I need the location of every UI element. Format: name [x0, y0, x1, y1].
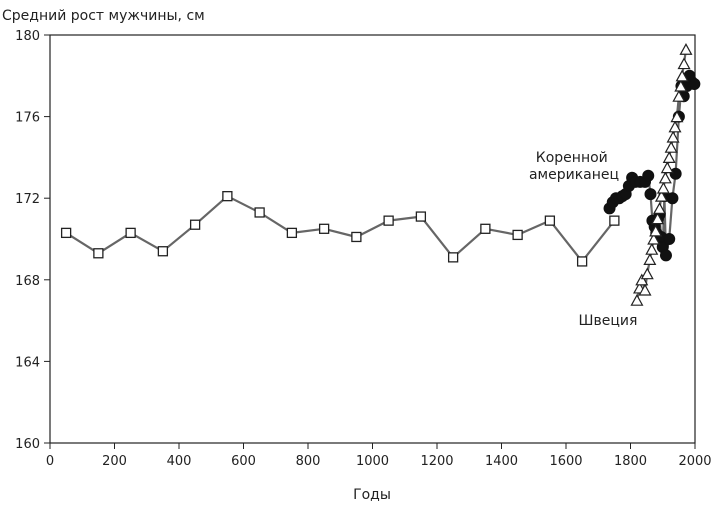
- point-triangle: [677, 57, 691, 70]
- point-circle: [644, 188, 657, 201]
- y-tick-label: 168: [15, 274, 40, 289]
- point-circle: [663, 233, 676, 245]
- point-triangle: [674, 79, 688, 92]
- point-triangle: [679, 43, 693, 55]
- point-triangle: [651, 212, 665, 225]
- point-square: [351, 231, 362, 243]
- annotation-native-american-line-2: американец: [529, 167, 619, 183]
- x-tick-label: 1000: [356, 454, 389, 469]
- point-triangle: [653, 202, 667, 214]
- point-circle: [642, 169, 655, 182]
- point-triangle: [647, 232, 661, 245]
- x-tick-label: 1400: [485, 454, 518, 469]
- point-square: [60, 227, 72, 239]
- point-triangle: [662, 151, 676, 163]
- point-triangle: [630, 293, 644, 306]
- point-square: [125, 227, 136, 239]
- y-tick-label: 176: [15, 111, 40, 126]
- x-tick-label: 0: [46, 454, 54, 469]
- point-triangle: [664, 140, 678, 153]
- point-square: [383, 215, 394, 226]
- point-triangle: [638, 283, 652, 296]
- x-tick-label: 1600: [549, 454, 582, 469]
- point-triangle: [668, 120, 682, 133]
- point-triangle: [645, 242, 659, 255]
- x-tick-label: 1800: [614, 454, 647, 469]
- annotation-native-american-line-1: Коренной: [536, 150, 608, 166]
- point-triangle: [675, 69, 689, 82]
- series-line-0: [65, 195, 616, 263]
- point-circle: [688, 77, 701, 90]
- x-tick-label: 2000: [678, 454, 711, 469]
- point-square: [318, 223, 330, 234]
- plot-frame: [49, 34, 696, 444]
- x-tick-label: 400: [167, 454, 192, 469]
- point-square: [415, 211, 427, 222]
- point-square: [157, 246, 169, 257]
- point-triangle: [672, 89, 686, 102]
- point-square: [576, 256, 588, 267]
- point-square: [447, 252, 459, 263]
- point-square: [512, 229, 523, 241]
- y-axis-title: Средний рост мужчины, см: [2, 8, 205, 24]
- point-triangle: [658, 171, 672, 184]
- x-tick-label: 1200: [420, 454, 453, 469]
- point-square: [609, 215, 620, 226]
- y-tick-label: 160: [15, 437, 40, 452]
- point-triangle: [635, 273, 649, 286]
- point-square: [254, 207, 265, 218]
- point-triangle: [660, 161, 674, 174]
- point-square: [544, 215, 556, 226]
- point-circle: [669, 167, 682, 180]
- point-square: [189, 219, 201, 230]
- annotation-native-american: Коренной американец: [529, 150, 619, 183]
- x-tick-label: 800: [296, 454, 321, 469]
- point-triangle: [649, 224, 663, 237]
- point-triangle: [666, 130, 680, 143]
- annotation-sweden: Швеция: [579, 313, 638, 329]
- y-tick-label: 172: [15, 192, 40, 207]
- x-axis-title: Годы: [353, 487, 391, 503]
- point-square: [286, 227, 298, 239]
- x-tick-label: 200: [102, 454, 127, 469]
- point-square: [480, 223, 491, 234]
- point-triangle: [654, 189, 668, 202]
- point-triangle: [670, 110, 684, 123]
- point-triangle: [656, 181, 670, 194]
- point-circle: [659, 249, 672, 262]
- point-square: [222, 191, 233, 202]
- y-tick-label: 164: [15, 355, 40, 370]
- x-tick-label: 600: [231, 454, 256, 469]
- point-triangle: [640, 267, 654, 280]
- point-square: [93, 248, 104, 259]
- y-tick-label: 180: [15, 29, 40, 44]
- point-circle: [666, 192, 679, 205]
- point-triangle: [643, 253, 657, 265]
